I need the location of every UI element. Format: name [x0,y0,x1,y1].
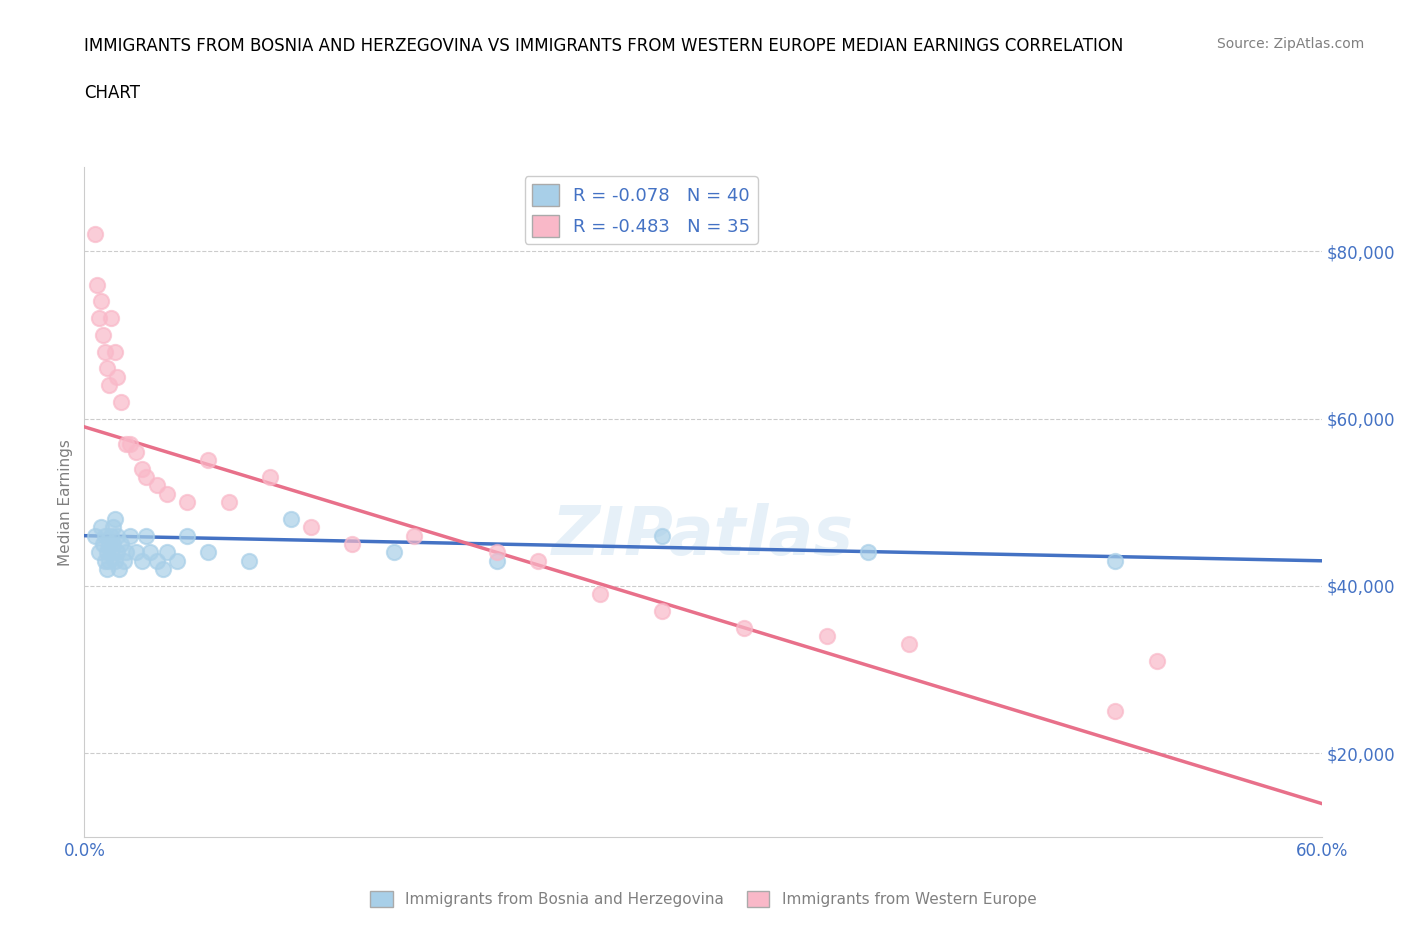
Point [197,545,219,560]
Point [104,553,127,568]
Point [86,277,108,292]
Point [485,553,508,568]
Point [135,528,157,543]
Point [342,537,364,551]
Point [485,545,508,560]
Point [125,445,148,459]
Point [856,545,879,560]
Point [110,394,132,409]
Point [259,470,281,485]
Point [589,587,612,602]
Point [108,562,131,577]
Text: Source: ZipAtlas.com: Source: ZipAtlas.com [1216,37,1364,51]
Point [299,520,322,535]
Point [100,545,122,560]
Point [152,562,174,577]
Point [156,486,179,501]
Point [218,495,240,510]
Point [94,553,117,568]
Point [733,620,755,635]
Point [404,528,426,543]
Point [91,537,114,551]
Point [100,311,122,325]
Point [176,528,198,543]
Point [118,436,141,451]
Point [105,545,128,560]
Point [98,378,121,392]
Point [94,528,117,543]
Point [105,528,128,543]
Point [100,528,122,543]
Y-axis label: Median Earnings: Median Earnings [58,439,73,565]
Point [96,361,118,376]
Point [156,545,179,560]
Point [110,537,132,551]
Point [112,553,135,568]
Point [96,545,118,560]
Point [87,545,110,560]
Point [103,537,125,551]
Point [90,520,112,535]
Point [815,629,838,644]
Text: ZIPatlas: ZIPatlas [553,503,853,568]
Point [98,537,121,551]
Point [280,512,302,526]
Point [114,545,136,560]
Text: IMMIGRANTS FROM BOSNIA AND HERZEGOVINA VS IMMIGRANTS FROM WESTERN EUROPE MEDIAN : IMMIGRANTS FROM BOSNIA AND HERZEGOVINA V… [84,37,1123,55]
Legend: R = -0.078   N = 40, R = -0.483   N = 35: R = -0.078 N = 40, R = -0.483 N = 35 [524,177,758,244]
Point [527,553,550,568]
Point [98,553,121,568]
Point [83,528,105,543]
Point [166,553,188,568]
Point [125,545,148,560]
Point [382,545,405,560]
Legend: Immigrants from Bosnia and Herzegovina, Immigrants from Western Europe: Immigrants from Bosnia and Herzegovina, … [364,884,1042,913]
Point [87,311,110,325]
Point [898,637,921,652]
Point [104,344,127,359]
Point [145,553,167,568]
Point [104,512,127,526]
Point [651,528,673,543]
Point [114,436,136,451]
Point [131,553,153,568]
Point [651,604,673,618]
Point [118,528,141,543]
Point [1104,704,1126,719]
Point [131,461,153,476]
Point [135,470,157,485]
Point [91,327,114,342]
Point [197,453,219,468]
Point [105,369,128,384]
Point [103,520,125,535]
Point [145,478,167,493]
Point [1146,654,1168,669]
Point [96,562,118,577]
Point [139,545,162,560]
Point [176,495,198,510]
Point [238,553,260,568]
Point [1104,553,1126,568]
Point [90,294,112,309]
Point [94,344,117,359]
Text: CHART: CHART [84,84,141,101]
Point [83,227,105,242]
